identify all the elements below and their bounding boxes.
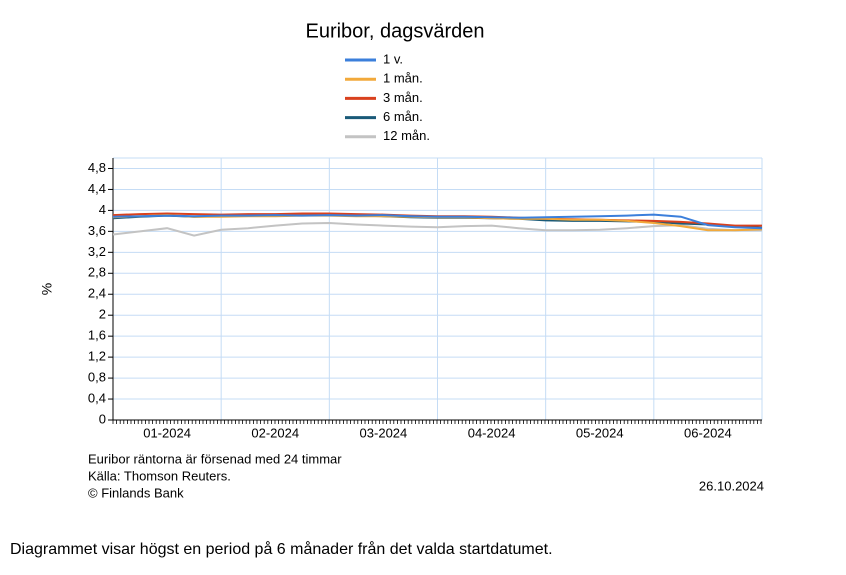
chart-title: Euribor, dagsvärden	[305, 20, 484, 42]
y-tick-label: 1,2	[88, 349, 106, 364]
y-tick-label: 2,8	[88, 265, 106, 280]
y-tick-label: 0,4	[88, 390, 106, 405]
y-tick-label: 4,8	[88, 160, 106, 175]
note: © Finlands Bank	[88, 485, 184, 500]
x-tick-label: 03-2024	[360, 425, 408, 440]
y-tick-label: 4,4	[88, 181, 106, 196]
legend-label: 3 mån.	[383, 90, 423, 105]
x-tick-label: 01-2024	[143, 425, 191, 440]
note: Euribor räntorna är försenad med 24 timm…	[88, 451, 342, 466]
y-tick-label: 3,2	[88, 244, 106, 259]
legend-label: 1 mån.	[383, 71, 423, 86]
series-line	[112, 213, 763, 230]
y-axis-label: %	[39, 283, 55, 295]
legend-label: 12 mån.	[383, 128, 430, 143]
date: 26.10.2024	[699, 478, 764, 493]
y-tick-label: 3,6	[88, 223, 106, 238]
x-tick-label: 06-2024	[684, 425, 732, 440]
y-tick-label: 4	[99, 202, 106, 217]
series-line	[112, 221, 762, 237]
y-tick-label: 0	[99, 411, 106, 426]
y-tick-label: 0,8	[88, 370, 106, 385]
legend-label: 6 mån.	[383, 109, 423, 124]
legend-label: 1 v.	[383, 51, 403, 66]
caption: Diagrammet visar högst en period på 6 må…	[10, 541, 553, 558]
y-tick-label: 2	[99, 307, 106, 322]
x-tick-label: 02-2024	[251, 425, 299, 440]
x-tick-label: 04-2024	[468, 425, 516, 440]
x-tick-label: 05-2024	[576, 425, 624, 440]
y-tick-label: 1,6	[88, 328, 106, 343]
chart: Euribor, dagsvärden % Euribor räntorna ä…	[39, 20, 764, 500]
y-tick-label: 2,4	[88, 286, 106, 301]
note: Källa: Thomson Reuters.	[88, 468, 231, 483]
